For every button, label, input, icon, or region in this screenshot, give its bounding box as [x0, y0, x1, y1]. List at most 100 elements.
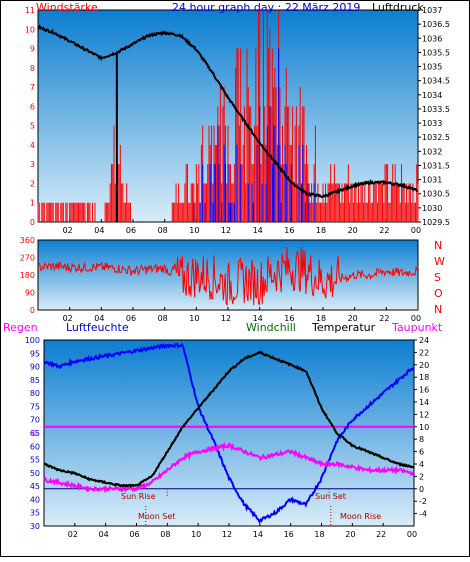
wind-direction-panel: 0 90 180 270 360 02 04 06 08 10 12 14 16 18 20 22 00 — [20, 236, 421, 323]
direction-x-tick-label: 12 — [221, 314, 231, 323]
temperature-y-tick-label: 24 — [419, 336, 429, 345]
humidity-y-tick-label: 90 — [30, 363, 40, 372]
temperature-x-tick-label: 04 — [99, 530, 109, 539]
pressure-y-tick-label: 1031.5 — [422, 161, 450, 170]
humidity-y-tick-label: 60 — [30, 442, 40, 451]
gust-bars — [193, 48, 315, 222]
temperature-x-tick-label: 22 — [376, 530, 386, 539]
pressure-y-tick-label: 1032 — [422, 147, 442, 156]
humidity-y-tick-label: 30 — [30, 522, 40, 531]
humidity-y-tick-label: 35 — [30, 509, 40, 518]
humidity-y-tick-label: 70 — [30, 416, 40, 425]
wind-x-tick-label: 06 — [126, 226, 136, 235]
dewpoint-line — [43, 441, 415, 494]
pressure-axis-label: Luftdruck — [372, 1, 424, 14]
humidity-y-tick-label: 65 — [30, 429, 40, 438]
legend-regen: Regen — [3, 321, 38, 334]
humidity-temperature-panel: 3035404550556065707580859095100-4-202468… — [25, 336, 429, 539]
temperature-x-tick-label: 20 — [345, 530, 355, 539]
direction-y-tick-label: 90 — [25, 289, 35, 298]
wind-x-tick-label: 00 — [411, 226, 421, 235]
pressure-y-tick-label: 1030 — [422, 204, 442, 213]
wind-y-tick-label: 1 — [30, 199, 35, 208]
pressure-y-tick-label: 1031 — [422, 176, 442, 185]
direction-x-tick-label: 00 — [411, 314, 421, 323]
wind-x-tick-label: 08 — [158, 226, 168, 235]
chart-title: 24 hour graph day : 22 März 2019 — [172, 1, 361, 14]
wind-y-tick-label: 8 — [30, 64, 35, 73]
temperature-x-tick-label: 18 — [314, 530, 324, 539]
humidity-y-tick-label: 100 — [25, 336, 40, 345]
temperature-x-tick-label: 06 — [129, 530, 139, 539]
temperature-y-tick-label: 22 — [419, 348, 429, 357]
temperature-y-tick-label: 0 — [419, 485, 424, 494]
sun-set-label: Sun Set — [315, 492, 346, 501]
direction-y-tick-label: 360 — [20, 236, 35, 245]
legend-windchill: Windchill — [246, 321, 296, 334]
direction-y-tick-label: 270 — [20, 254, 35, 263]
legend-temperatur: Temperatur — [312, 321, 376, 334]
humidity-temperature-plot-area — [43, 339, 415, 527]
wind-y-tick-label: 0 — [30, 218, 35, 227]
wind-x-tick-label: 02 — [63, 226, 73, 235]
wind-direction-line — [37, 246, 419, 307]
wind-y-tick-label: 10 — [25, 25, 35, 34]
compass-s: S — [434, 271, 441, 284]
direction-x-tick-label: 20 — [348, 314, 358, 323]
wind-axis-label: Windstärke — [36, 1, 98, 14]
pressure-y-tick-label: 1035 — [422, 63, 442, 72]
moon-set-label: Moon Set — [138, 512, 176, 521]
temperature-x-tick-label: 14 — [253, 530, 263, 539]
temperature-x-tick-label: 16 — [284, 530, 294, 539]
pressure-y-tick-label: 1034.5 — [422, 77, 450, 86]
humidity-y-tick-label: 80 — [30, 389, 40, 398]
temperature-y-tick-label: 16 — [419, 386, 429, 395]
compass-o: O — [434, 287, 443, 300]
humidity-line — [43, 342, 415, 525]
direction-y-tick-label: 180 — [20, 271, 35, 280]
temperature-y-tick-label: 4 — [419, 460, 424, 469]
direction-x-tick-label: 06 — [126, 314, 136, 323]
temperature-y-tick-label: 10 — [419, 423, 429, 432]
humidity-y-tick-label: 75 — [30, 402, 40, 411]
temperature-line — [43, 350, 415, 489]
direction-y-tick-label: 0 — [30, 306, 35, 315]
pressure-y-tick-label: 1035.5 — [422, 48, 450, 57]
direction-x-tick-label: 18 — [316, 314, 326, 323]
wind-y-tick-label: 4 — [30, 141, 35, 150]
temperature-y-tick-label: 2 — [419, 472, 424, 481]
pressure-y-tick-label: 1033 — [422, 119, 442, 128]
humidity-y-tick-label: 95 — [30, 349, 40, 358]
direction-x-tick-label: 10 — [189, 314, 199, 323]
pressure-y-tick-label: 1030.5 — [422, 190, 450, 199]
pressure-y-tick-label: 1029.5 — [422, 218, 450, 227]
pressure-y-tick-label: 1036.5 — [422, 20, 450, 29]
wind-x-tick-label: 14 — [253, 226, 263, 235]
humidity-y-tick-label: 50 — [30, 469, 40, 478]
pressure-y-tick-label: 1037 — [422, 6, 442, 15]
temperature-x-tick-label: 02 — [68, 530, 78, 539]
wind-x-tick-label: 12 — [221, 226, 231, 235]
temperature-y-tick-label: 20 — [419, 361, 429, 370]
humidity-y-tick-label: 40 — [30, 495, 40, 504]
wind-x-tick-label: 04 — [94, 226, 104, 235]
direction-x-tick-label: 16 — [284, 314, 294, 323]
temperature-y-tick-label: 12 — [419, 410, 429, 419]
wind-x-tick-label: 20 — [348, 226, 358, 235]
temperature-x-tick-label: 00 — [407, 530, 417, 539]
direction-x-tick-label: 04 — [94, 314, 104, 323]
wind-pressure-panel: 012345678910111029.510301030.510311031.5… — [25, 6, 450, 235]
wind-x-tick-label: 10 — [189, 226, 199, 235]
temperature-x-tick-label: 10 — [191, 530, 201, 539]
humidity-y-tick-label: 85 — [30, 376, 40, 385]
wind-y-tick-label: 7 — [30, 83, 35, 92]
wind-y-tick-label: 6 — [30, 102, 35, 111]
pressure-y-tick-label: 1033.5 — [422, 105, 450, 114]
wind-x-tick-label: 16 — [284, 226, 294, 235]
direction-x-tick-label: 14 — [253, 314, 263, 323]
temperature-y-tick-label: 6 — [419, 448, 424, 457]
pressure-y-tick-label: 1032.5 — [422, 133, 450, 142]
pressure-line — [37, 24, 419, 199]
compass-n-top: N — [434, 239, 443, 252]
